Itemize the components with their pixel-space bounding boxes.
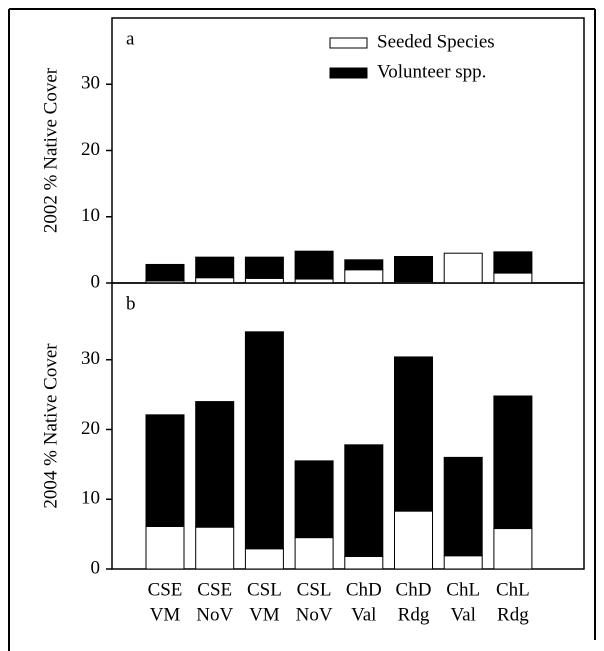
- x-tick-label: Rdg: [398, 604, 430, 625]
- x-tick-label: Val: [451, 604, 476, 625]
- panel-label: a: [126, 28, 135, 49]
- bar-segment: [145, 525, 185, 570]
- y-tick-label: 0: [91, 557, 101, 578]
- plot-frame: [111, 17, 585, 284]
- bar-segment: [195, 277, 235, 284]
- panel-label: b: [126, 293, 136, 314]
- legend-label: Volunteer spp.: [377, 61, 486, 82]
- bar-segment: [493, 251, 533, 274]
- x-tick-label: CSL: [297, 579, 332, 600]
- bar-segment: [344, 444, 384, 557]
- x-tick-label: VM: [150, 604, 181, 625]
- bar-segment: [394, 510, 433, 570]
- bar-segment: [443, 555, 483, 570]
- y-tick-label: 0: [91, 271, 101, 292]
- bar-segment: [344, 259, 384, 271]
- y-tick-label: 20: [81, 139, 100, 160]
- bar-segment: [294, 537, 334, 570]
- bar-segment: [394, 356, 433, 512]
- x-tick-label: Rdg: [497, 604, 529, 625]
- x-tick-label: CSL: [247, 579, 282, 600]
- bar-segment: [244, 548, 284, 570]
- bar-segment: [244, 256, 284, 279]
- x-tick-label: NoV: [196, 604, 233, 625]
- bar-segment: [244, 331, 284, 550]
- bar-segment: [294, 250, 334, 280]
- bar-segment: [145, 414, 185, 527]
- x-tick-label: ChL: [496, 579, 530, 600]
- x-tick-label: Val: [351, 604, 376, 625]
- bar-segment: [145, 263, 185, 282]
- bar-segment: [493, 528, 533, 570]
- y-tick-label: 30: [81, 348, 100, 369]
- legend-swatch: [329, 37, 368, 49]
- bar-segment: [195, 526, 235, 570]
- x-tick-label: ChD: [396, 579, 432, 600]
- y-tick-label: 20: [81, 418, 100, 439]
- x-tick-label: CSE: [197, 579, 232, 600]
- bar-segment: [443, 456, 483, 557]
- x-tick-label: NoV: [296, 604, 333, 625]
- bar-segment: [195, 256, 235, 279]
- bar-segment: [344, 555, 384, 570]
- bar-segment: [443, 252, 483, 284]
- x-tick-label: CSE: [148, 579, 183, 600]
- x-tick-label: VM: [249, 604, 280, 625]
- x-tick-label: ChD: [346, 579, 382, 600]
- bar-segment: [394, 256, 433, 283]
- legend-label: Seeded Species: [377, 31, 495, 52]
- bar-segment: [294, 460, 334, 539]
- bar-segment: [344, 269, 384, 284]
- x-tick-label: ChL: [446, 579, 480, 600]
- y-axis-label: 2002 % Native Cover: [40, 67, 61, 233]
- y-tick-label: 10: [81, 205, 100, 226]
- legend-swatch: [329, 67, 368, 79]
- y-tick-label: 10: [81, 488, 100, 509]
- bar-segment: [493, 272, 533, 284]
- y-axis-label: 2004 % Native Cover: [40, 343, 61, 509]
- bar-segment: [195, 401, 235, 528]
- y-tick-label: 30: [81, 73, 100, 94]
- bar-segment: [493, 395, 533, 530]
